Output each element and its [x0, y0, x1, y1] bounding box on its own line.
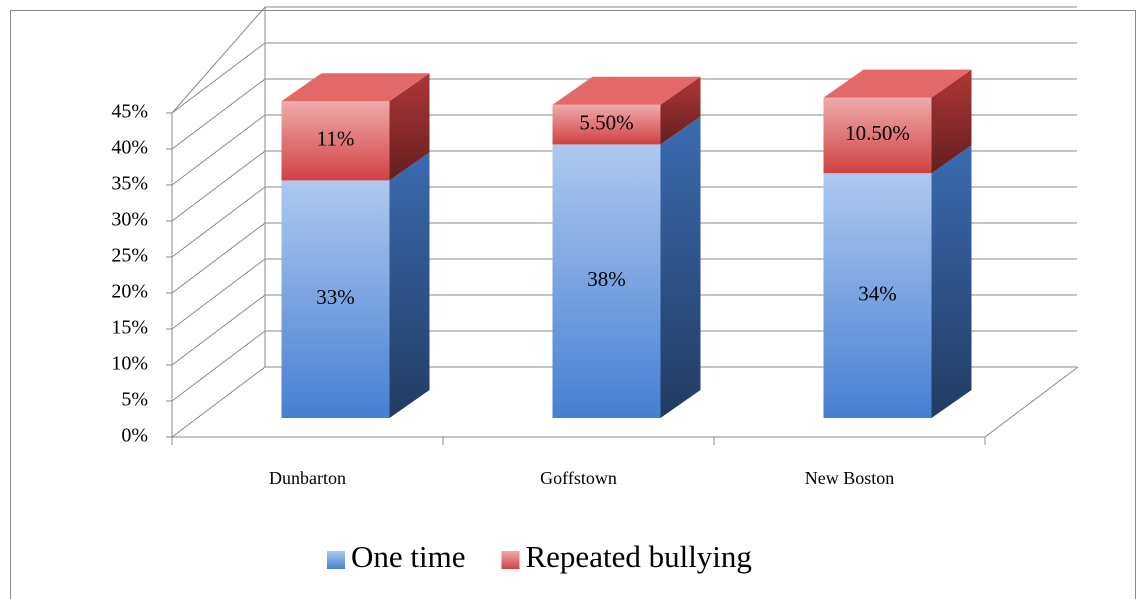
bar-top — [823, 69, 972, 98]
grid-line — [171, 366, 1077, 438]
bar-top — [552, 76, 701, 105]
x-tick-label: New Boston — [805, 468, 895, 488]
grid-line — [171, 186, 1077, 258]
bar-side — [389, 73, 430, 181]
data-label: 38% — [587, 267, 626, 291]
data-label: 11% — [317, 127, 355, 151]
floor-edge — [984, 366, 1079, 438]
legend-swatch — [327, 551, 345, 569]
data-label: 34% — [858, 281, 897, 305]
bar — [823, 97, 932, 174]
grid-line — [171, 150, 1077, 222]
bar-side — [660, 76, 701, 145]
bar — [552, 144, 661, 418]
y-tick-label: 35% — [111, 173, 148, 195]
y-tick-label: 30% — [111, 209, 148, 231]
bar-side — [931, 145, 972, 418]
bar — [552, 104, 661, 145]
y-tick-label: 20% — [111, 281, 148, 303]
bar — [823, 173, 932, 418]
x-tick-label: Dunbarton — [269, 468, 346, 488]
legend-swatch — [501, 551, 520, 569]
y-tick-label: 5% — [121, 389, 148, 411]
legend-label: Repeated bullying — [526, 539, 752, 574]
y-tick-label: 45% — [111, 101, 148, 123]
y-tick-label: 40% — [111, 137, 148, 159]
grid-line — [171, 258, 1077, 330]
data-label: 5.50% — [579, 110, 633, 134]
grid-line — [171, 330, 1077, 402]
bar-side — [660, 116, 701, 419]
grid-line — [171, 222, 1077, 294]
y-tick-label: 15% — [111, 317, 148, 339]
grid-line — [171, 114, 1077, 186]
y-tick-label: 0% — [121, 425, 148, 447]
bar — [281, 101, 390, 181]
x-tick-label: Goffstown — [540, 468, 617, 488]
grid-line — [171, 78, 1077, 150]
data-label: 33% — [316, 285, 355, 309]
bar-side — [389, 152, 430, 418]
wall-top — [171, 6, 266, 114]
y-tick-label: 10% — [111, 353, 148, 375]
grid-line — [171, 294, 1077, 366]
legend-label: One time — [351, 539, 466, 574]
bar-top — [281, 73, 430, 102]
bar — [281, 180, 390, 418]
data-label: 10.50% — [845, 121, 910, 145]
bar-side — [931, 69, 972, 174]
y-tick-label: 25% — [111, 245, 148, 267]
grid-line — [171, 42, 1077, 114]
